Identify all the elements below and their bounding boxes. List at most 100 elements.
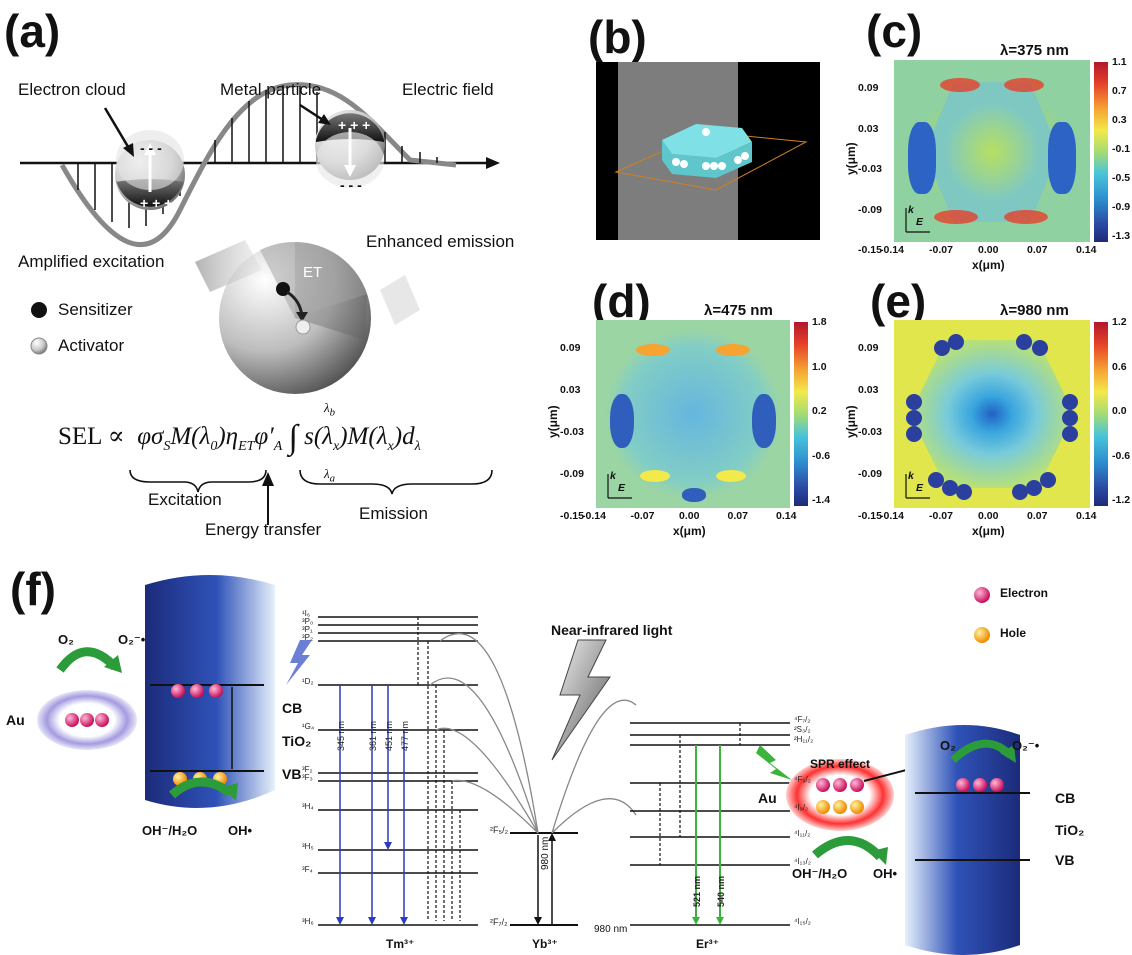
y-tick-label: -0.15 <box>858 510 882 522</box>
y-tick-label: 0.09 <box>858 342 879 354</box>
x-tick-label: -0.14 <box>880 510 904 522</box>
simulation-model <box>596 62 820 240</box>
colorbar-tick-label: -1.2 <box>1112 494 1131 506</box>
colorbar-tick-label: 1.0 <box>812 360 827 373</box>
et-label: ET <box>303 264 323 281</box>
x-tick-label: -0.14 <box>880 244 904 256</box>
colorbar-tick-label: 1.1 <box>1112 56 1127 68</box>
panel-d-label: (d) <box>592 275 651 327</box>
tm-level-label: ³P₂ <box>302 633 314 642</box>
tm-level-label: ³F₃ <box>302 773 313 782</box>
electric-field-label: Electric field <box>402 80 494 99</box>
yb-transition-label: 980 nm <box>540 836 551 870</box>
y-tick-label: 0.03 <box>858 384 879 396</box>
y-axis-label: y(μm) <box>844 405 858 438</box>
legend-electron-label: Electron <box>1000 586 1049 600</box>
tm-level-label: ³H₄ <box>302 802 314 811</box>
yb-ion-label: Yb³⁺ <box>532 937 558 951</box>
colorbar-375 <box>1094 62 1108 242</box>
panel-c-label: (c) <box>866 5 923 57</box>
pump-980-label: 980 nm <box>594 924 628 935</box>
y-tick-label: 0.09 <box>858 82 879 94</box>
x-tick-label: 0.14 <box>776 510 797 522</box>
k-e-axes-icon <box>905 474 930 499</box>
y-tick-label: -0.09 <box>858 203 882 216</box>
x-tick-label: -0.07 <box>630 510 655 522</box>
right-cb-label: CB <box>1055 790 1076 806</box>
field-map-980 <box>894 320 1090 508</box>
x-tick-label: -0.14 <box>582 510 606 522</box>
right-au-label: Au <box>758 790 777 806</box>
tm-level-label: ³H₆ <box>302 917 314 926</box>
x-tick-label: 0.14 <box>1076 510 1097 522</box>
yb-level-label: ²F₇/₂ <box>490 917 508 927</box>
x-tick-label: -0.07 <box>929 510 953 522</box>
formula-lhs: SEL ∝ <box>58 423 125 450</box>
sensitizer-label: Sensitizer <box>58 300 133 319</box>
left-vb-label: VB <box>282 766 302 782</box>
colorbar-tick-label: 1.8 <box>812 316 827 328</box>
electron-cloud-label: Electron cloud <box>18 80 126 99</box>
emission-label: Emission <box>359 504 428 523</box>
excitation-label: Excitation <box>148 490 222 509</box>
left-au-label: Au <box>6 712 25 728</box>
tm-emission-wavelength: 361 nm <box>368 720 378 751</box>
er-level-label: ⁴I₁₅/₂ <box>794 917 811 926</box>
energy-transfer-label: Energy transfer <box>205 520 322 539</box>
colorbar-tick-label: 0.7 <box>1112 85 1127 97</box>
panel-a: (a) <box>0 0 560 540</box>
k-vector-label: k <box>610 470 616 482</box>
left-ohh2o-label: OH⁻/H₂O <box>142 823 198 838</box>
colorbar-tick-label: -1.3 <box>1112 230 1131 242</box>
tm-level-label: ³F₂ <box>302 765 313 774</box>
er-ion-label: Er³⁺ <box>696 937 720 951</box>
panel-d-wavelength: λ=475 nm <box>704 302 773 319</box>
right-ohrad-label: OH• <box>873 866 898 881</box>
field-map-475 <box>596 320 790 508</box>
y-axis-label: y(μm) <box>546 405 560 438</box>
er-level-label: ²S₃/₂ <box>794 725 811 734</box>
colorbar-tick-label: -0.6 <box>1112 449 1131 462</box>
x-tick-label: 0.14 <box>1076 244 1097 256</box>
k-e-axes-icon <box>607 474 632 499</box>
left-cb-label: CB <box>282 700 303 716</box>
panel-e-wavelength: λ=980 nm <box>1000 302 1069 319</box>
colorbar-tick-label: 1.2 <box>1112 316 1127 328</box>
spr-effect-label: SPR effect <box>810 757 871 771</box>
plasmon-wave-diagram <box>20 82 500 394</box>
y-tick-label: -0.09 <box>560 468 584 480</box>
panel-f-label: (f) <box>10 563 56 615</box>
y-tick-label: -0.03 <box>560 426 584 438</box>
left-ohrad-label: OH• <box>228 823 253 838</box>
y-tick-label: -0.03 <box>858 426 882 438</box>
panel-b-label: (b) <box>588 11 647 63</box>
right-tio2-label: TiO₂ <box>1055 822 1085 838</box>
y-tick-label: 0.09 <box>560 342 581 354</box>
y-tick-label: -0.09 <box>858 468 882 480</box>
left-minus: - - - <box>140 140 162 156</box>
colorbar-tick-label: -1.4 <box>812 494 831 506</box>
x-tick-label: 0.07 <box>1027 244 1048 256</box>
x-tick-label: -0.07 <box>929 244 953 256</box>
left-o2rad-label: O₂⁻• <box>118 632 146 647</box>
right-plus: + + + <box>338 117 371 133</box>
tm-emission-wavelength: 477 nm <box>400 720 410 751</box>
er-emission-wavelength: 521 nm <box>692 875 702 907</box>
k-e-axes-icon <box>905 208 930 233</box>
e-field-label: E <box>916 216 924 228</box>
x-tick-label: 0.07 <box>1027 510 1048 522</box>
er-level-label: ⁴I₁₁/₂ <box>794 829 811 838</box>
y-tick-label: 0.03 <box>560 384 581 396</box>
er-level-label: ⁴F₇/₂ <box>794 715 811 724</box>
tm-level-label: ³P₀ <box>302 617 314 626</box>
x-tick-label: 0.00 <box>978 244 999 256</box>
nanoplate-model <box>614 124 808 191</box>
x-tick-label: 0.07 <box>727 510 748 522</box>
left-plus: + + + <box>140 195 173 211</box>
right-ohh2o-label: OH⁻/H₂O <box>792 866 848 881</box>
er-level-label: ⁴F₉/₂ <box>794 775 811 784</box>
upper-limit: λb <box>324 400 336 419</box>
tm-level-label: ³P₁ <box>302 625 313 634</box>
x-tick-label: 0.00 <box>679 510 700 522</box>
field-map-375 <box>894 60 1090 242</box>
